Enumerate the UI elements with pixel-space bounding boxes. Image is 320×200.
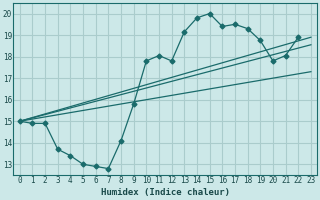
X-axis label: Humidex (Indice chaleur): Humidex (Indice chaleur) bbox=[101, 188, 230, 197]
